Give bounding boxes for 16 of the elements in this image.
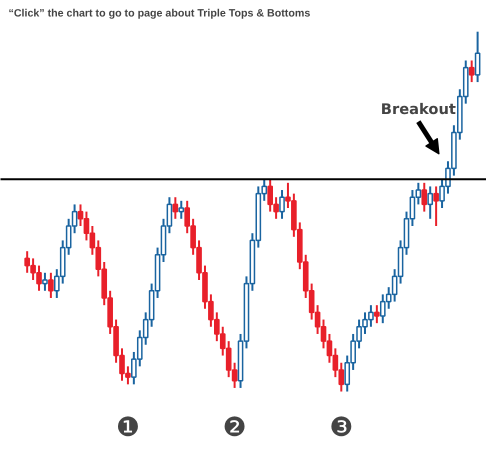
chart-title: “Click” the chart to go to page about Triple Tops & Bottoms	[8, 8, 310, 20]
annotation: Breakout	[380, 101, 456, 118]
candlestick	[279, 189, 285, 220]
candlestick	[178, 200, 184, 220]
text: ❶	[116, 412, 140, 444]
candlestick	[374, 304, 380, 324]
text: ❸	[329, 412, 354, 444]
candlestick	[421, 182, 428, 213]
candlestick	[427, 185, 434, 220]
candlestick	[468, 59, 475, 84]
candlestick	[172, 196, 178, 220]
candlestick	[474, 30, 480, 84]
candlestick	[48, 272, 54, 299]
text: ❷	[222, 412, 247, 444]
candlestick	[433, 185, 439, 228]
candlestick	[42, 272, 48, 292]
